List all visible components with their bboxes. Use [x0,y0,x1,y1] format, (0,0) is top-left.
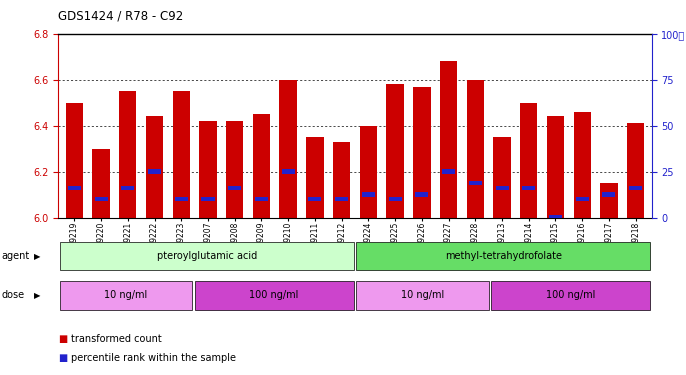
Text: percentile rank within the sample: percentile rank within the sample [71,353,236,363]
Bar [495,186,508,190]
Bar [282,170,295,174]
Bar [388,197,401,201]
Bar [359,126,377,218]
Bar [493,137,510,218]
Text: ▶: ▶ [34,291,40,300]
Bar [413,87,431,218]
Bar [442,170,455,174]
Bar [627,123,644,218]
Text: ■: ■ [58,353,67,363]
Bar [60,242,354,270]
Text: ▶: ▶ [34,252,40,261]
Bar [415,192,428,196]
Bar [522,186,535,190]
Bar [576,197,589,201]
Bar [362,192,375,196]
Text: pteroylglutamic acid: pteroylglutamic acid [156,251,257,261]
Text: ■: ■ [58,334,67,344]
Bar [573,112,591,218]
Bar [466,80,484,218]
Bar [440,62,458,217]
Bar [173,91,190,218]
Text: GDS1424 / R78 - C92: GDS1424 / R78 - C92 [58,9,184,22]
Text: 10 ng/ml: 10 ng/ml [104,290,147,300]
Bar [200,121,217,218]
Text: 10 ng/ml: 10 ng/ml [401,290,444,300]
Text: 100 ng/ml: 100 ng/ml [546,290,595,300]
Bar [600,183,617,218]
Bar [195,281,354,310]
Bar [255,197,268,201]
Text: 100 ng/ml: 100 ng/ml [250,290,299,300]
Bar [226,121,244,218]
Bar [356,281,488,310]
Bar [228,186,241,190]
Bar [60,281,192,310]
Bar [121,186,134,190]
Bar [629,186,642,190]
Bar [469,181,482,185]
Bar [148,170,161,174]
Bar [93,148,110,217]
Bar [66,103,83,218]
Bar [547,117,564,218]
Bar [549,215,562,220]
Bar [491,281,650,310]
Text: dose: dose [1,291,25,300]
Bar [335,197,348,201]
Bar [602,192,615,196]
Text: agent: agent [1,251,29,261]
Bar [356,242,650,270]
Bar [279,80,297,218]
Bar [119,91,137,218]
Bar [520,103,537,218]
Bar [95,197,108,201]
Bar [202,197,215,201]
Bar [333,142,351,218]
Bar [252,114,270,218]
Bar [306,137,324,218]
Text: transformed count: transformed count [71,334,161,344]
Bar [309,197,322,201]
Bar [68,186,81,190]
Text: methyl-tetrahydrofolate: methyl-tetrahydrofolate [445,251,562,261]
Bar [175,197,188,201]
Bar [146,117,163,218]
Bar [386,84,404,218]
